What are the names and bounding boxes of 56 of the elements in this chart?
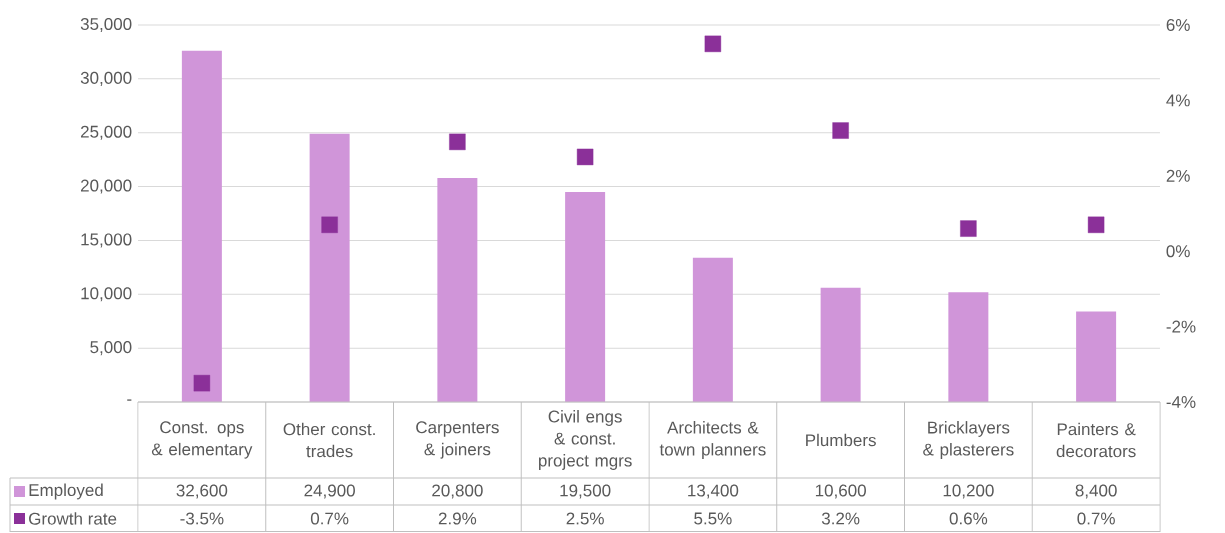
y-tick-label: 10,000	[81, 287, 132, 302]
bar	[820, 288, 861, 403]
y2-tick-label: 2%	[1166, 170, 1190, 183]
bar	[1076, 311, 1117, 403]
data-label: 0.7%	[310, 512, 349, 525]
bar	[692, 257, 733, 403]
data-label: 13,400	[688, 484, 739, 499]
point	[193, 375, 211, 392]
y-tick-label: 25,000	[81, 125, 132, 140]
bar	[437, 178, 478, 403]
y2-tick-label: 6%	[1166, 19, 1190, 32]
data-label: 19,500	[560, 484, 611, 499]
data-label: 3.2%	[821, 512, 860, 525]
x-tick-label: Carpenters & joiners	[416, 421, 499, 459]
point	[576, 149, 594, 166]
bar	[181, 51, 222, 403]
x-tick-label: Civil engs & const. project mgrs	[538, 410, 632, 471]
y-tick-label: 35,000	[80, 18, 132, 33]
y-tick-label: 30,000	[80, 72, 132, 87]
data-label: 8,400	[1075, 484, 1117, 499]
x-tick-label: Other const. trades	[283, 423, 375, 458]
data-label: 0.7%	[1077, 512, 1115, 525]
data-label: 0.6%	[949, 512, 988, 525]
point	[449, 133, 466, 151]
x-tick-label: Bricklayers & plasterers	[923, 421, 1014, 460]
point	[832, 122, 849, 140]
data-label: 5.5%	[694, 512, 732, 525]
x-tick-label: Const. ops & elementary	[151, 421, 253, 459]
bar	[565, 192, 606, 403]
y2-tick-label: 0%	[1166, 245, 1190, 258]
y-tick-label: 20,000	[81, 179, 132, 194]
bar	[309, 134, 350, 403]
data-label: 32,600	[176, 484, 228, 499]
y-tick-label: 5,000	[90, 341, 132, 356]
data-label: 20,800	[432, 484, 483, 499]
x-tick-label: Plumbers	[806, 434, 876, 447]
data-label: 2.9%	[438, 512, 477, 525]
bar	[948, 292, 989, 403]
data-label: -3.5%	[180, 512, 224, 525]
y2-tick-label: -2%	[1166, 320, 1196, 333]
y-tick-label: 15,000	[81, 233, 132, 248]
y2-tick-label: -4%	[1166, 396, 1196, 409]
x-tick-label: Architects & town planners	[659, 421, 766, 460]
data-label: 2.5%	[566, 512, 604, 525]
y2-tick-label: 4%	[1166, 94, 1190, 107]
x-tick-label: Painters & decorators	[1056, 423, 1136, 458]
point	[321, 216, 338, 234]
data-label: 24,900	[304, 484, 355, 499]
point	[1087, 216, 1105, 234]
point	[704, 35, 722, 53]
y-tick-label: -	[127, 399, 132, 401]
data-label: 10,600	[815, 484, 866, 499]
legend-label: Employed	[29, 483, 103, 500]
data-label: 10,200	[943, 484, 994, 499]
legend-label: Growth rate	[29, 512, 117, 525]
point	[960, 220, 977, 238]
